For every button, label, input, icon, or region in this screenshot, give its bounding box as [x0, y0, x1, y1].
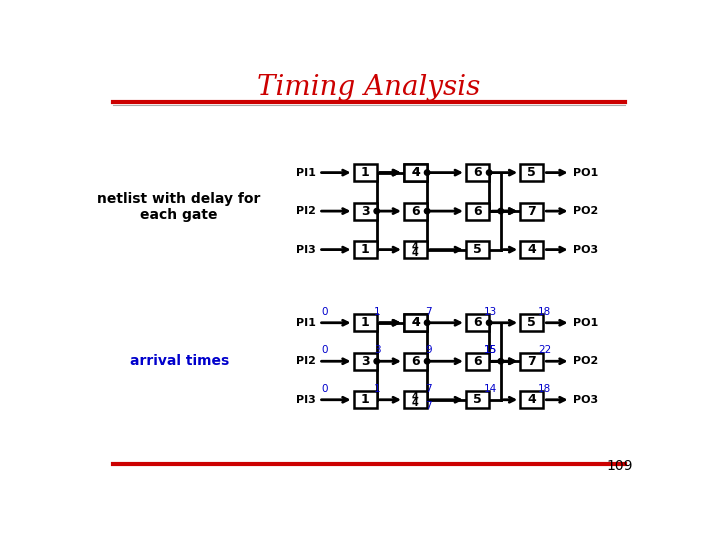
- Text: 6: 6: [473, 205, 482, 218]
- Text: 15: 15: [484, 345, 498, 355]
- Text: 5: 5: [473, 393, 482, 406]
- FancyBboxPatch shape: [520, 392, 544, 408]
- Text: 1: 1: [374, 383, 381, 394]
- Text: 7: 7: [426, 401, 432, 410]
- Text: 4: 4: [527, 243, 536, 256]
- Text: 4: 4: [411, 316, 420, 329]
- FancyBboxPatch shape: [404, 392, 427, 408]
- FancyBboxPatch shape: [404, 164, 427, 181]
- Text: PI3: PI3: [296, 395, 315, 405]
- FancyBboxPatch shape: [466, 164, 489, 181]
- Text: PI2: PI2: [296, 356, 315, 366]
- Text: 18: 18: [539, 307, 552, 316]
- Text: 5: 5: [473, 243, 482, 256]
- Circle shape: [487, 170, 492, 176]
- Text: 3: 3: [374, 345, 381, 355]
- FancyBboxPatch shape: [354, 314, 377, 331]
- Text: 7: 7: [426, 307, 432, 316]
- Text: 4: 4: [412, 398, 419, 408]
- Circle shape: [424, 320, 430, 326]
- Text: 6: 6: [473, 166, 482, 179]
- Text: 18: 18: [539, 383, 552, 394]
- Text: PO3: PO3: [573, 245, 598, 254]
- Text: 4: 4: [412, 392, 419, 402]
- Text: 3: 3: [361, 355, 369, 368]
- Circle shape: [424, 359, 430, 364]
- Text: PI3: PI3: [296, 245, 315, 254]
- FancyBboxPatch shape: [466, 314, 489, 331]
- Circle shape: [374, 359, 379, 364]
- Text: 7: 7: [527, 355, 536, 368]
- FancyBboxPatch shape: [354, 164, 377, 181]
- Text: 4: 4: [411, 166, 420, 179]
- FancyBboxPatch shape: [404, 164, 427, 181]
- FancyBboxPatch shape: [466, 202, 489, 220]
- FancyBboxPatch shape: [354, 353, 377, 370]
- FancyBboxPatch shape: [466, 353, 489, 370]
- Text: 1: 1: [361, 166, 369, 179]
- Text: 109: 109: [606, 459, 632, 473]
- Text: 22: 22: [539, 345, 552, 355]
- Text: 4: 4: [527, 393, 536, 406]
- Text: 6: 6: [411, 205, 420, 218]
- FancyBboxPatch shape: [404, 202, 427, 220]
- Text: 13: 13: [484, 307, 498, 316]
- Circle shape: [487, 320, 492, 326]
- FancyBboxPatch shape: [354, 202, 377, 220]
- Text: PO1: PO1: [573, 318, 598, 328]
- Text: 6: 6: [473, 316, 482, 329]
- Text: 14: 14: [484, 383, 498, 394]
- Circle shape: [374, 208, 379, 214]
- Text: 7: 7: [426, 383, 432, 394]
- Text: Timing Analysis: Timing Analysis: [257, 75, 481, 102]
- FancyBboxPatch shape: [520, 241, 544, 258]
- FancyBboxPatch shape: [520, 353, 544, 370]
- Text: 4: 4: [412, 241, 419, 252]
- FancyBboxPatch shape: [520, 202, 544, 220]
- Text: 0: 0: [322, 383, 328, 394]
- Circle shape: [424, 208, 430, 214]
- Text: 4: 4: [412, 248, 419, 258]
- FancyBboxPatch shape: [354, 241, 377, 258]
- Circle shape: [498, 359, 503, 364]
- FancyBboxPatch shape: [466, 241, 489, 258]
- FancyBboxPatch shape: [404, 241, 427, 258]
- FancyBboxPatch shape: [466, 392, 489, 408]
- Text: PO1: PO1: [573, 167, 598, 178]
- Circle shape: [498, 208, 503, 214]
- Text: 1: 1: [361, 393, 369, 406]
- FancyBboxPatch shape: [520, 314, 544, 331]
- Circle shape: [424, 170, 430, 176]
- Text: 5: 5: [527, 316, 536, 329]
- Text: PO3: PO3: [573, 395, 598, 405]
- Text: 7: 7: [527, 205, 536, 218]
- FancyBboxPatch shape: [404, 314, 427, 331]
- FancyBboxPatch shape: [520, 164, 544, 181]
- Text: 3: 3: [361, 205, 369, 218]
- Text: 9: 9: [426, 345, 432, 355]
- Text: 0: 0: [322, 345, 328, 355]
- Text: PI1: PI1: [296, 167, 315, 178]
- Text: PI1: PI1: [296, 318, 315, 328]
- FancyBboxPatch shape: [404, 353, 427, 370]
- Text: 1: 1: [361, 243, 369, 256]
- Text: PO2: PO2: [573, 356, 598, 366]
- Text: PI2: PI2: [296, 206, 315, 216]
- Text: 1: 1: [374, 307, 381, 316]
- Text: PO2: PO2: [573, 206, 598, 216]
- Text: 5: 5: [527, 166, 536, 179]
- Text: 6: 6: [411, 355, 420, 368]
- Text: 0: 0: [322, 307, 328, 316]
- Text: 1: 1: [361, 316, 369, 329]
- Text: arrival times: arrival times: [130, 354, 229, 368]
- FancyBboxPatch shape: [354, 392, 377, 408]
- Text: 4: 4: [411, 316, 420, 329]
- FancyBboxPatch shape: [404, 314, 427, 331]
- Text: netlist with delay for
each gate: netlist with delay for each gate: [97, 192, 261, 222]
- Text: 4: 4: [411, 166, 420, 179]
- Text: 6: 6: [473, 355, 482, 368]
- Text: 15: 15: [484, 345, 498, 355]
